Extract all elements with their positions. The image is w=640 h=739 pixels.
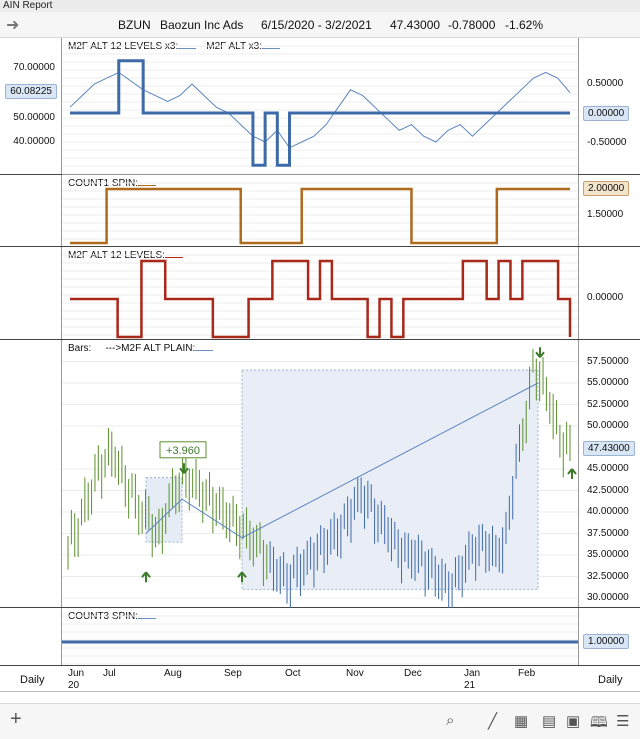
period-selector-left[interactable]: Daily — [20, 674, 45, 686]
y-tick: 42.50000 — [587, 484, 629, 496]
signal-arrow — [535, 347, 545, 358]
period-selector-right[interactable]: Daily — [598, 674, 623, 686]
right-value-tag: 47.43000 — [583, 441, 635, 457]
y-tick: 0.00000 — [587, 292, 624, 303]
series-m2f-alt-levels-x3 — [70, 59, 570, 167]
right-value-tag: 1.00000 — [583, 634, 630, 649]
y-tick: 57.50000 — [587, 355, 629, 367]
draw-line-icon[interactable]: ╱ — [488, 713, 498, 730]
series-m2f-alt-plain — [145, 382, 539, 539]
series-m2f-alt-levels — [70, 259, 572, 339]
window-title: AIN Report — [0, 0, 640, 12]
y-tick: 50.00000 — [13, 112, 55, 123]
month-label: Sep — [224, 668, 242, 679]
header-bar: ➜ BZUN Baozun Inc Ads 6/15/2020 - 3/2/20… — [0, 12, 640, 38]
series-count1-spin — [70, 187, 570, 245]
pane-count3-spin: 1.00000 COUNT3 SPIN: — [0, 608, 640, 666]
indicator-label-2: --->M2F ALT PLAIN: — [105, 343, 196, 354]
count3-plot — [62, 615, 578, 665]
price-change: -0.78000 — [448, 18, 496, 32]
y-tick: 40.00000 — [13, 136, 55, 147]
y-tick: 50.00000 — [587, 420, 629, 431]
month-label: Jul — [103, 668, 116, 679]
month-label: Nov — [346, 668, 364, 679]
grid-icon[interactable]: ▦ — [514, 713, 529, 730]
series-m2f-alt-x3 — [69, 71, 571, 149]
book-icon[interactable]: 🕮 — [590, 714, 608, 731]
forward-arrow-icon[interactable]: ➜ — [6, 17, 20, 34]
month-label: Aug — [164, 668, 182, 679]
panel-icon[interactable]: ▣ — [566, 713, 581, 730]
month-label: Jan — [464, 668, 481, 679]
pane-price-bars: 57.50000 55.00000 52.50000 50.00000 45.00000… — [0, 340, 640, 608]
date-range: 6/15/2020 - 3/2/2021 — [261, 18, 372, 32]
annotation-box — [159, 441, 207, 459]
signal-arrow — [141, 571, 151, 583]
signal-arrow — [179, 463, 189, 474]
last-price: 47.43000 — [390, 18, 441, 32]
search-icon[interactable]: ⌕ — [446, 712, 455, 729]
percent-change: -1.62% — [505, 18, 544, 32]
pane-m2f-alt: 70.00000 60.08225 50.00000 40.00000 0.50… — [0, 38, 640, 175]
count1-plot — [62, 182, 578, 245]
y-tick: 55.00000 — [587, 377, 629, 388]
company-name: Baozun Inc Ads — [160, 18, 244, 32]
year-label: 20 — [68, 680, 80, 691]
footer-toolbar: + ⌕ ╱ ▦ ▤ ▣ 🕮 ☰ — [0, 703, 640, 739]
y-tick: 30.00000 — [587, 592, 629, 603]
right-value-tag: 0.00000 — [583, 106, 630, 121]
y-tick: 37.50000 — [587, 527, 629, 539]
left-value-tag: 60.08225 — [5, 84, 57, 99]
y-tick: -0.50000 — [587, 137, 627, 148]
list-icon[interactable]: ☰ — [616, 713, 630, 730]
m2f-levels-plot — [62, 254, 578, 339]
month-label: Dec — [404, 668, 422, 679]
selection-box — [145, 477, 183, 543]
pane-m2f-levels: 0.00000 M2F ALT 12 LEVELS: — [0, 247, 640, 340]
y-tick: 45.00000 — [587, 463, 629, 474]
y-tick: 0.50000 — [587, 78, 624, 89]
price-plot: +3.960 — [62, 347, 578, 608]
signal-arrow — [237, 571, 247, 583]
y-tick: 70.00000 — [13, 62, 55, 73]
y-tick: 35.00000 — [587, 549, 629, 560]
layout-icon[interactable]: ▤ — [542, 713, 557, 730]
y-tick: 52.50000 — [587, 398, 629, 410]
month-label: Oct — [285, 668, 301, 679]
signal-arrow — [567, 468, 577, 479]
month-label: Jun — [68, 668, 85, 679]
y-tick: 40.00000 — [587, 506, 629, 517]
y-tick: 32.50000 — [587, 570, 629, 582]
month-label: Feb — [518, 668, 536, 679]
symbol: BZUN — [118, 18, 151, 32]
y-tick: 1.50000 — [587, 209, 624, 220]
right-value-tag: 2.00000 — [583, 181, 630, 196]
pane-count1-spin: 2.00000 1.50000 COUNT1 SPIN: — [0, 175, 640, 247]
indicator-label: Bars: — [68, 343, 92, 354]
time-axis: Daily Daily Jun 20 Jul Aug Sep Oct Nov D… — [0, 666, 640, 692]
year-label: 21 — [464, 680, 476, 691]
selection-box — [241, 369, 539, 590]
add-icon[interactable]: + — [10, 708, 22, 730]
annotation-label: +3.960 — [166, 445, 200, 457]
m2f-alt-plot — [62, 45, 578, 175]
